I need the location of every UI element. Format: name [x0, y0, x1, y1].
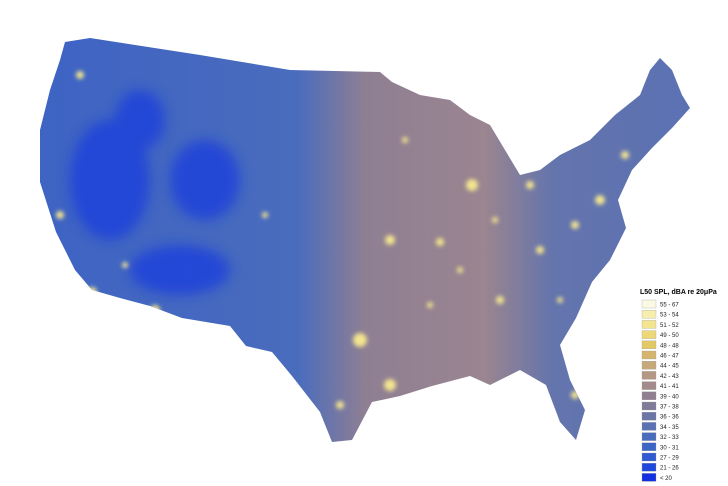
- legend-label: 30 - 31: [660, 445, 679, 451]
- legend-swatch: [641, 412, 657, 421]
- legend-swatch: [641, 432, 657, 441]
- map-body: [40, 38, 690, 442]
- legend-label: 49 - 50: [660, 333, 679, 339]
- legend-swatch: [641, 452, 657, 462]
- legend-label: 27 - 29: [660, 456, 679, 462]
- legend-label: 37 - 38: [660, 405, 679, 411]
- legend-swatch: [641, 350, 657, 360]
- legend-label: 41 - 41: [660, 384, 679, 390]
- legend-swatch: [641, 401, 657, 411]
- legend-swatch: [641, 330, 657, 339]
- legend-swatch: [641, 442, 657, 451]
- legend-label: 53 - 54: [660, 313, 679, 319]
- legend-label: 44 - 45: [660, 364, 679, 370]
- legend-label: 34 - 35: [660, 425, 679, 431]
- legend: L50 SPL, dBA re 20μPa 55 - 67 53 - 54 51 -…: [640, 289, 717, 482]
- legend-label: < 20: [660, 476, 673, 482]
- legend-swatch: [641, 381, 657, 390]
- legend-swatch: [641, 473, 657, 482]
- legend-swatch: [641, 391, 657, 400]
- quiet-areas: [70, 90, 240, 295]
- legend-swatch: [641, 422, 657, 431]
- legend-label: 46 - 47: [660, 354, 679, 360]
- legend-label: 36 - 36: [660, 415, 679, 421]
- legend-swatch: [641, 361, 657, 370]
- legend-swatch: [641, 320, 657, 329]
- legend-label: 21 - 26: [660, 466, 679, 472]
- legend-label: 48 - 48: [660, 343, 679, 349]
- legend-label: 42 - 43: [660, 374, 679, 380]
- legend-swatch: [641, 340, 657, 349]
- legend-title: L50 SPL, dBA re 20μPa: [640, 289, 717, 296]
- legend-label: 32 - 33: [660, 435, 679, 441]
- legend-swatch: [641, 299, 657, 309]
- legend-label: 55 - 67: [660, 303, 679, 309]
- legend-label: 39 - 40: [660, 394, 679, 400]
- legend-swatch: [641, 310, 657, 319]
- legend-swatch: [641, 371, 657, 380]
- legend-swatch: [641, 463, 657, 472]
- legend-label: 51 - 52: [660, 323, 679, 329]
